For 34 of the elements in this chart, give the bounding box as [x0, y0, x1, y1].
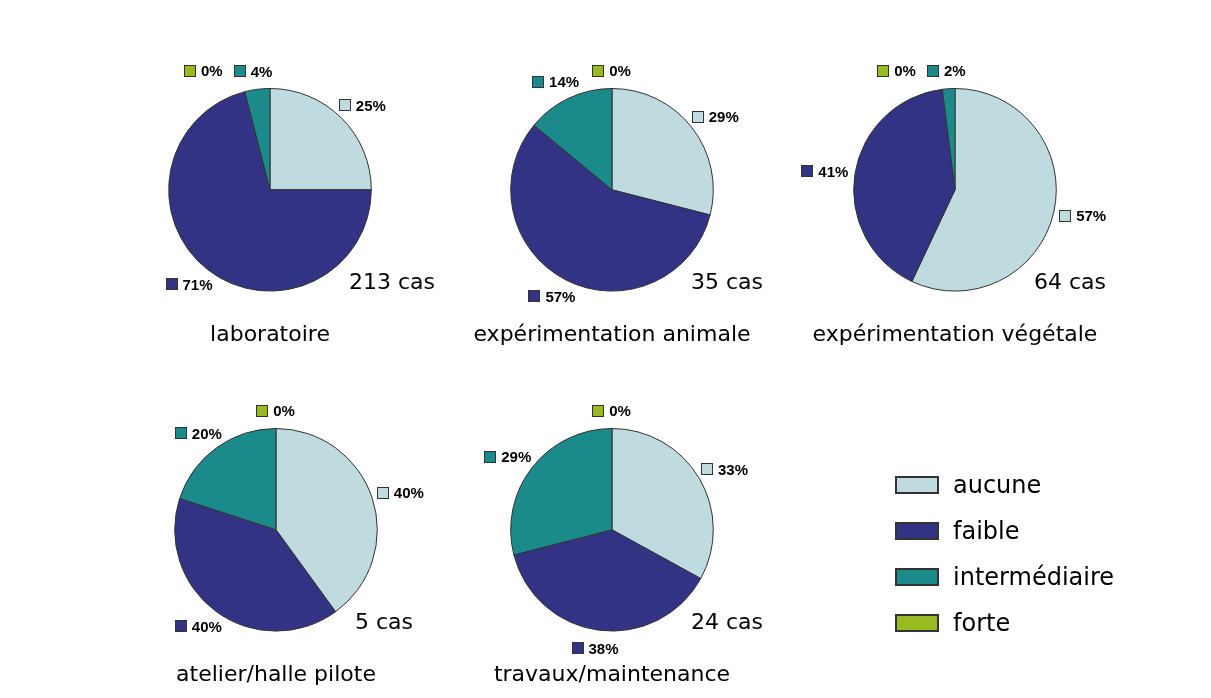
text: 0% [609, 402, 631, 419]
data-label: 4% [250, 62, 273, 80]
legend-label: faible [953, 517, 1020, 545]
data-label: 29% [708, 108, 739, 126]
data-label: 40% [191, 617, 222, 635]
data-label: 20% [191, 424, 222, 442]
data-label: 14% [549, 73, 580, 91]
text: 213 cas [349, 268, 436, 294]
text: 5 cas [355, 608, 414, 634]
text: laboratoire [210, 320, 330, 346]
text: expérimentation animale [473, 320, 751, 346]
text: 0% [609, 62, 631, 79]
data-label: 2% [943, 62, 966, 80]
text: 0% [894, 62, 916, 79]
data-label: 40% [393, 484, 424, 502]
data-label: 25% [355, 96, 386, 114]
text: 35 cas [691, 268, 764, 294]
text: expérimentation végétale [812, 320, 1098, 346]
text: travaux/maintenance [493, 660, 731, 686]
data-label: 41% [818, 162, 849, 180]
text: atelier/halle pilote [176, 660, 376, 686]
legend-label: forte [953, 609, 1011, 637]
data-label: 29% [501, 448, 532, 466]
data-label: 57% [1076, 207, 1107, 225]
text: 0% [273, 402, 295, 419]
legend-label: aucune [953, 471, 1042, 499]
legend-label: intermédiaire [953, 563, 1115, 591]
data-label: 71% [182, 275, 213, 293]
data-label: 57% [545, 287, 576, 305]
data-label: 33% [718, 460, 749, 478]
text: 0% [201, 62, 223, 79]
data-label: 38% [588, 639, 619, 657]
text: 24 cas [691, 608, 764, 634]
text: 64 cas [1034, 268, 1107, 294]
